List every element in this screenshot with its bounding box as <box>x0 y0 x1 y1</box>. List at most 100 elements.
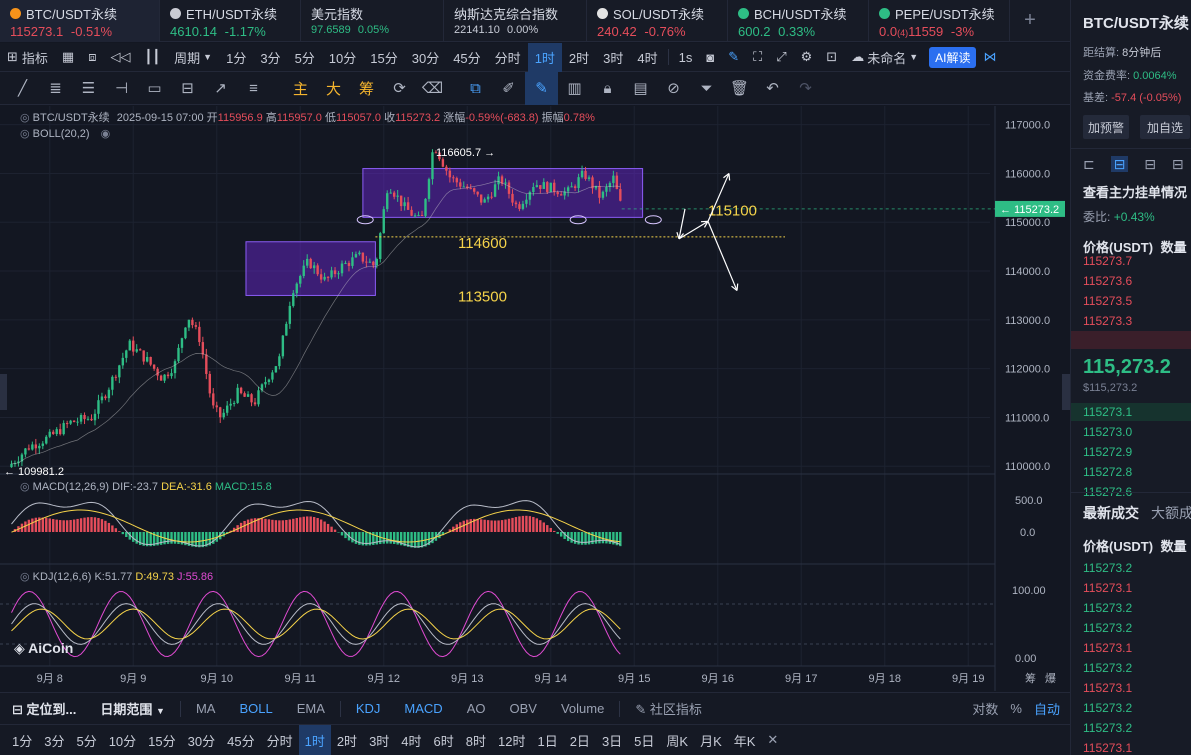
redo-icon[interactable]: ↷ <box>799 80 812 97</box>
parallel-tool-icon[interactable]: ≣ <box>49 80 62 97</box>
auto-scale-button[interactable]: 自动 <box>1033 702 1060 717</box>
orderbook-both-icon[interactable]: ⊏ <box>1083 156 1095 172</box>
pen-icon[interactable]: ✎ <box>728 49 740 64</box>
community-indicators-button[interactable]: ✎ 社区指标 <box>635 702 702 717</box>
expand-icon[interactable]: ⤢ <box>776 49 787 64</box>
eye-icon[interactable]: ◉ <box>100 128 111 140</box>
log-scale-button[interactable]: 对数 <box>972 702 999 717</box>
line-tool-icon[interactable]: ╱ <box>17 80 28 97</box>
bottom-timeframe-1[interactable]: 3分 <box>44 733 65 749</box>
percent-scale-button[interactable]: % <box>1010 701 1022 716</box>
chip-button[interactable]: 筹 <box>358 80 374 98</box>
note-icon[interactable]: ▤ <box>633 80 648 97</box>
indicator-toggle-macd[interactable]: MACD <box>404 700 443 716</box>
timeframe-0[interactable]: 1分 <box>226 50 247 66</box>
bottom-timeframe-6[interactable]: 45分 <box>227 733 255 749</box>
ai-interpret-button[interactable]: AI解读 <box>929 46 977 68</box>
channel-tool-icon[interactable]: ☰ <box>81 80 96 97</box>
locate-button[interactable]: ⊟ 定位到... <box>12 702 77 717</box>
orderbook-depth-icon[interactable]: ⊟ <box>1171 156 1184 172</box>
orderbook-asks-icon[interactable]: ⊟ <box>1144 156 1156 172</box>
add-favorite-button[interactable]: 加自选 <box>1140 115 1190 139</box>
candle-style-icon[interactable]: ┃┃ <box>144 49 161 64</box>
timeframe-2[interactable]: 5分 <box>294 50 315 66</box>
indicator-toggle-ao[interactable]: AO <box>466 700 486 716</box>
ticker-tab[interactable]: ETH/USDT永续 4610.14 -1.17% <box>160 0 301 42</box>
add-ticker-icon[interactable]: + <box>1024 9 1036 31</box>
timeframe-1[interactable]: 3分 <box>260 50 281 66</box>
indicator-toggle-kdj[interactable]: KDJ <box>355 700 381 716</box>
bid-row[interactable]: 115273.1 <box>1083 405 1133 419</box>
calendar-icon[interactable]: ▦ <box>61 49 75 64</box>
timeframe-8[interactable]: 1时 <box>527 42 562 72</box>
filter-icon[interactable]: ⏷ <box>700 79 713 97</box>
bottom-timeframe-4[interactable]: 15分 <box>148 733 176 749</box>
eraser-icon[interactable]: ⌫ <box>421 80 444 97</box>
timeframe-4[interactable]: 15分 <box>370 50 398 66</box>
lock-icon[interactable]: 🔒︎ <box>603 79 612 97</box>
bottom-timeframe-14[interactable]: 12时 <box>498 733 526 749</box>
indicator-toggle-obv[interactable]: OBV <box>509 700 537 716</box>
bid-row[interactable]: 115272.8 <box>1083 465 1133 479</box>
bottom-timeframe-10[interactable]: 3时 <box>369 733 390 749</box>
chart-type-icon[interactable]: ⧈ <box>88 49 97 64</box>
undo-icon[interactable]: ↶ <box>766 80 779 97</box>
ticker-tab[interactable]: BCH/USDT永续 600.2 0.33% <box>728 0 869 42</box>
ticker-tab[interactable]: PEPE/USDT永续 0.0(4)11559 -3% <box>869 0 1010 42</box>
bottom-timeframe-0[interactable]: 1分 <box>12 733 33 749</box>
gear-icon[interactable]: ⚙ <box>800 49 813 64</box>
ticker-tab[interactable]: BTC/USDT永续 115273.1 -0.51% <box>0 0 160 42</box>
bottom-timeframe-11[interactable]: 4时 <box>401 733 422 749</box>
bottom-timeframe-16[interactable]: 2日 <box>569 733 590 749</box>
orderbook-title[interactable]: 查看主力挂单情况 <box>1083 185 1188 200</box>
ask-row[interactable]: 115273.5 <box>1083 294 1133 308</box>
rect-tool-icon[interactable]: ▭ <box>147 80 162 97</box>
timeframe-3[interactable]: 10分 <box>328 50 357 66</box>
seconds-button[interactable]: 1s <box>678 49 693 65</box>
timeframe-10[interactable]: 3时 <box>603 50 624 66</box>
big-order-button[interactable]: 大 <box>325 80 341 98</box>
bottom-timeframe-20[interactable]: 月K <box>700 733 722 749</box>
timeframe-9[interactable]: 2时 <box>568 50 590 66</box>
trash-icon[interactable]: 🗑︎ <box>729 80 750 97</box>
share-icon[interactable]: ⋈ <box>983 49 997 64</box>
bottom-timeframe-13[interactable]: 8时 <box>465 733 486 749</box>
bottom-timeframe-17[interactable]: 3日 <box>601 733 623 749</box>
fullscreen-icon[interactable]: ⛶ <box>753 49 763 64</box>
timeframe-6[interactable]: 45分 <box>453 50 481 66</box>
bottom-timeframe-21[interactable]: 年K <box>733 733 756 749</box>
bottom-timeframe-2[interactable]: 5分 <box>76 733 97 749</box>
period-dropdown[interactable]: 周期 ▼ <box>174 50 213 66</box>
bottom-timeframe-9[interactable]: 2时 <box>336 733 358 749</box>
indicator-toggle-boll[interactable]: BOLL <box>239 700 273 716</box>
bottom-timeframe-19[interactable]: 周K <box>666 733 689 749</box>
price-chart[interactable]: 117000.0 116000.0 115000.0 114000.0 113000.0… <box>0 106 1070 691</box>
ask-row[interactable]: 115273.3 <box>1083 314 1133 328</box>
latest-trades-tab[interactable]: 最新成交 大额成 <box>1083 505 1191 521</box>
bottom-timeframe-5[interactable]: 30分 <box>187 733 216 749</box>
indicator-button[interactable]: ⊞ 指标 <box>7 49 48 66</box>
ask-row[interactable]: 115273.6 <box>1083 274 1133 288</box>
ticker-tab[interactable]: 美元指数 97.6589 0.05% <box>301 0 444 42</box>
indicator-toggle-volume[interactable]: Volume <box>560 700 605 716</box>
bottom-timeframe-3[interactable]: 10分 <box>108 733 137 749</box>
bid-row[interactable]: 115273.0 <box>1083 425 1133 439</box>
bottom-timeframe-12[interactable]: 6时 <box>433 733 454 749</box>
ticker-tab[interactable]: 纳斯达克综合指数 22141.10 0.00% <box>444 0 587 42</box>
camera-icon[interactable]: ◙ <box>706 49 715 65</box>
close-icon[interactable]: ✕ <box>767 732 779 747</box>
bottom-timeframe-15[interactable]: 1日 <box>537 733 558 749</box>
indicator-toggle-ema[interactable]: EMA <box>296 700 325 716</box>
sync-icon[interactable]: ⟳ <box>393 80 406 97</box>
bid-row[interactable]: 115272.9 <box>1083 445 1133 459</box>
add-alert-button[interactable]: 加预警 <box>1083 115 1129 139</box>
orderbook-bids-icon[interactable]: ⊟ <box>1110 156 1129 172</box>
draw-mode-icon[interactable]: ✎ <box>525 71 558 105</box>
magnet-icon[interactable]: ⊘ <box>667 80 680 97</box>
copy-icon[interactable]: ⧉ <box>470 79 481 97</box>
indicator-toggle-ma[interactable]: MA <box>195 700 216 716</box>
pencil-icon[interactable]: ✐ <box>502 80 515 97</box>
rewind-icon[interactable]: ◁◁ <box>110 49 131 64</box>
timeframe-5[interactable]: 30分 <box>411 50 440 66</box>
hline-tool-icon[interactable]: ⊣ <box>114 80 129 97</box>
